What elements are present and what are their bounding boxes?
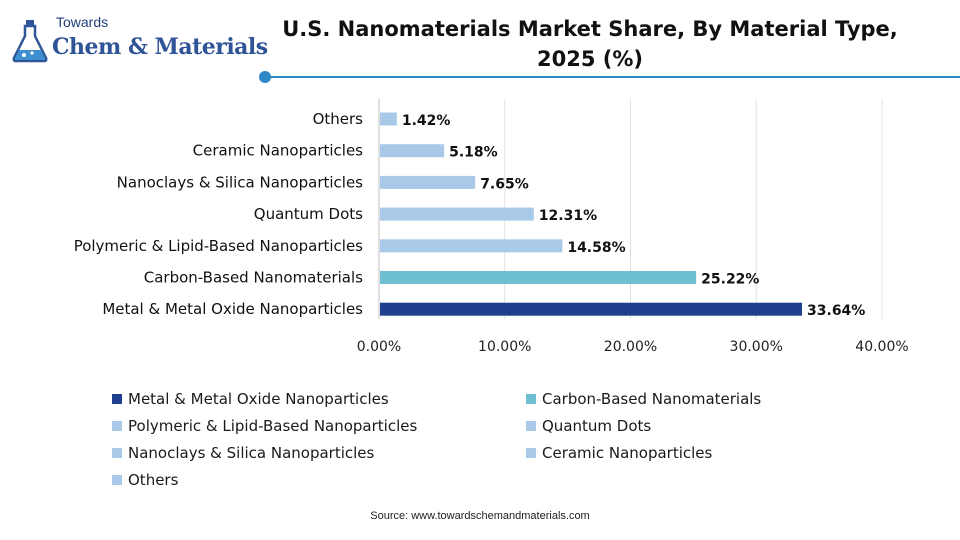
legend-item: Ceramic Nanoparticles xyxy=(526,444,712,462)
bar xyxy=(380,302,803,316)
legend-item: Metal & Metal Oxide Nanoparticles xyxy=(112,390,389,408)
legend-swatch xyxy=(112,394,122,404)
title-rule-dot xyxy=(259,71,271,83)
x-tick-label: 40.00% xyxy=(855,339,908,355)
category-label: Polymeric & Lipid-Based Nanoparticles xyxy=(74,237,363,255)
source-note: Source: www.towardschemandmaterials.com xyxy=(370,510,590,522)
legend-item: Nanoclays & Silica Nanoparticles xyxy=(112,444,374,462)
data-label: 7.65% xyxy=(480,176,529,192)
legend-swatch xyxy=(112,421,122,431)
x-tick-label: 20.00% xyxy=(604,339,657,355)
legend-item: Others xyxy=(112,471,178,489)
legend-swatch xyxy=(526,421,536,431)
bar xyxy=(380,239,563,253)
x-tick-label: 10.00% xyxy=(478,339,531,355)
bar xyxy=(380,175,476,189)
data-label: 1.42% xyxy=(402,113,451,129)
category-label: Metal & Metal Oxide Nanoparticles xyxy=(102,300,363,318)
legend-label: Polymeric & Lipid-Based Nanoparticles xyxy=(128,417,418,435)
brand-logo: Towards Chem & Materials xyxy=(10,12,268,72)
bar xyxy=(380,112,397,126)
legend-label: Metal & Metal Oxide Nanoparticles xyxy=(128,390,389,408)
category-label: Others xyxy=(313,110,364,128)
legend-label: Others xyxy=(128,471,179,489)
legend-item: Polymeric & Lipid-Based Nanoparticles xyxy=(112,417,417,435)
brand-main-text: Chem & Materials xyxy=(52,34,268,60)
legend-swatch xyxy=(112,448,122,458)
data-label: 25.22% xyxy=(701,272,759,288)
bar xyxy=(380,207,534,221)
legend-item: Quantum Dots xyxy=(526,417,651,435)
data-label: 14.58% xyxy=(567,240,625,256)
legend-swatch xyxy=(112,475,122,485)
bar-chart: 0.00% 10.00% 20.00% 30.00% 40.00% Metal & Met… xyxy=(74,99,909,355)
x-tick-label: 30.00% xyxy=(730,339,783,355)
flask-icon xyxy=(12,20,48,63)
legend-label: Quantum Dots xyxy=(542,417,652,435)
legend-label: Ceramic Nanoparticles xyxy=(542,444,713,462)
chart-title: U.S. Nanomaterials Market Share, By Mate… xyxy=(282,17,898,71)
legend-swatch xyxy=(526,394,536,404)
legend-label: Nanoclays & Silica Nanoparticles xyxy=(128,444,375,462)
data-label: 12.31% xyxy=(539,208,597,224)
bar xyxy=(380,271,697,284)
category-label: Ceramic Nanoparticles xyxy=(193,142,364,160)
brand-top-text: Towards xyxy=(56,14,109,30)
category-label: Carbon-Based Nanomaterials xyxy=(144,269,363,287)
category-label: Nanoclays & Silica Nanoparticles xyxy=(117,173,364,191)
category-label: Quantum Dots xyxy=(254,205,363,223)
legend-item: Carbon-Based Nanomaterials xyxy=(526,390,761,408)
legend-swatch xyxy=(526,448,536,458)
data-label: 33.64% xyxy=(807,303,865,319)
bar xyxy=(380,144,445,158)
legend-label: Carbon-Based Nanomaterials xyxy=(542,390,762,408)
data-label: 5.18% xyxy=(449,145,498,161)
title-rule xyxy=(268,76,960,78)
x-tick-label: 0.00% xyxy=(357,339,401,355)
